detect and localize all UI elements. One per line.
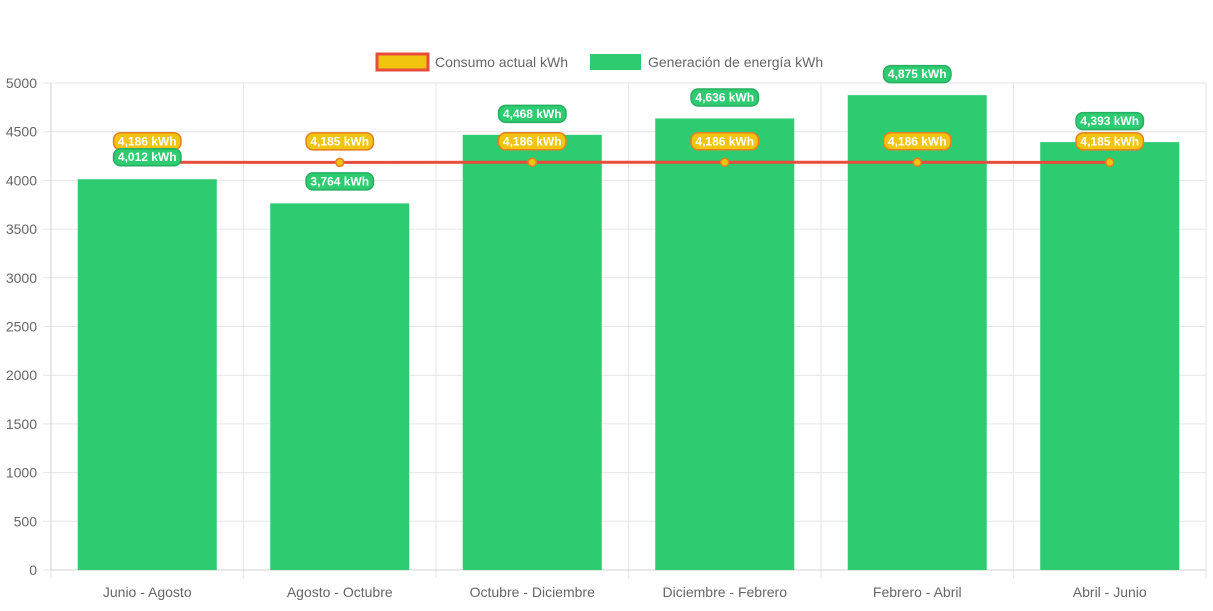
line-point[interactable]	[336, 158, 344, 166]
y-tick-label: 2000	[6, 367, 37, 383]
line-point[interactable]	[528, 158, 536, 166]
x-tick-label: Febrero - Abril	[873, 584, 962, 600]
legend-swatch-generation	[590, 54, 641, 70]
grid	[43, 83, 1206, 578]
x-tick-label: Agosto - Octubre	[287, 584, 393, 600]
legend-label-consumption: Consumo actual kWh	[435, 54, 568, 70]
generation-data-label-text: 4,393 kWh	[1080, 114, 1139, 128]
consumption-data-label: 4,185 kWh	[1076, 133, 1143, 150]
legend-item-generation[interactable]: Generación de energía kWh	[590, 54, 823, 70]
consumption-data-label: 4,186 kWh	[499, 133, 566, 150]
generation-data-label-text: 4,636 kWh	[695, 90, 754, 104]
y-tick-label: 4000	[6, 172, 37, 188]
y-tick-label: 500	[14, 513, 38, 529]
consumption-data-label-text: 4,186 kWh	[503, 134, 562, 148]
consumption-data-label: 4,186 kWh	[691, 133, 758, 150]
generation-data-label: 4,636 kWh	[691, 89, 758, 106]
x-tick-label: Octubre - Diciembre	[470, 584, 595, 600]
legend[interactable]: Consumo actual kWh Generación de energía …	[377, 54, 823, 70]
bar[interactable]	[463, 135, 602, 570]
y-tick-label: 1500	[6, 416, 37, 432]
x-tick-label: Junio - Agosto	[103, 584, 192, 600]
y-tick-label: 2500	[6, 319, 37, 335]
x-tick-label: Diciembre - Febrero	[663, 584, 788, 600]
line-point[interactable]	[721, 158, 729, 166]
y-tick-label: 3000	[6, 270, 37, 286]
consumption-data-label-text: 4,185 kWh	[310, 134, 369, 148]
y-tick-label: 1000	[6, 465, 37, 481]
bar[interactable]	[78, 179, 217, 570]
generation-data-label: 4,875 kWh	[884, 66, 951, 83]
bar[interactable]	[655, 118, 794, 570]
generation-data-label-text: 4,012 kWh	[118, 150, 177, 164]
consumption-data-label: 4,185 kWh	[306, 133, 373, 150]
generation-data-label: 4,393 kWh	[1076, 113, 1143, 130]
legend-label-generation: Generación de energía kWh	[648, 54, 823, 70]
bar[interactable]	[270, 203, 409, 570]
legend-swatch-consumption	[377, 54, 428, 70]
y-tick-label: 4500	[6, 124, 37, 140]
consumption-data-label-text: 4,186 kWh	[888, 134, 947, 148]
line-point[interactable]	[913, 158, 921, 166]
generation-data-label: 3,764 kWh	[306, 173, 373, 190]
generation-data-label-text: 3,764 kWh	[310, 174, 369, 188]
line-point[interactable]	[1106, 158, 1114, 166]
consumption-data-label-text: 4,186 kWh	[695, 134, 754, 148]
consumption-data-label-text: 4,185 kWh	[1080, 134, 1139, 148]
legend-item-consumption[interactable]: Consumo actual kWh	[377, 54, 568, 70]
generation-data-label: 4,468 kWh	[499, 105, 566, 122]
consumption-data-label-text: 4,186 kWh	[118, 134, 177, 148]
generation-data-label-text: 4,468 kWh	[503, 107, 562, 121]
consumption-data-label: 4,186 kWh	[884, 133, 951, 150]
x-tick-label: Abril - Junio	[1073, 584, 1147, 600]
bar[interactable]	[1040, 142, 1179, 570]
generation-data-label: 4,012 kWh	[114, 149, 181, 166]
consumption-data-label: 4,186 kWh	[114, 133, 181, 150]
y-tick-label: 5000	[6, 75, 37, 91]
generation-data-label-text: 4,875 kWh	[888, 67, 947, 81]
y-tick-label: 0	[29, 562, 37, 578]
y-tick-label: 3500	[6, 221, 37, 237]
